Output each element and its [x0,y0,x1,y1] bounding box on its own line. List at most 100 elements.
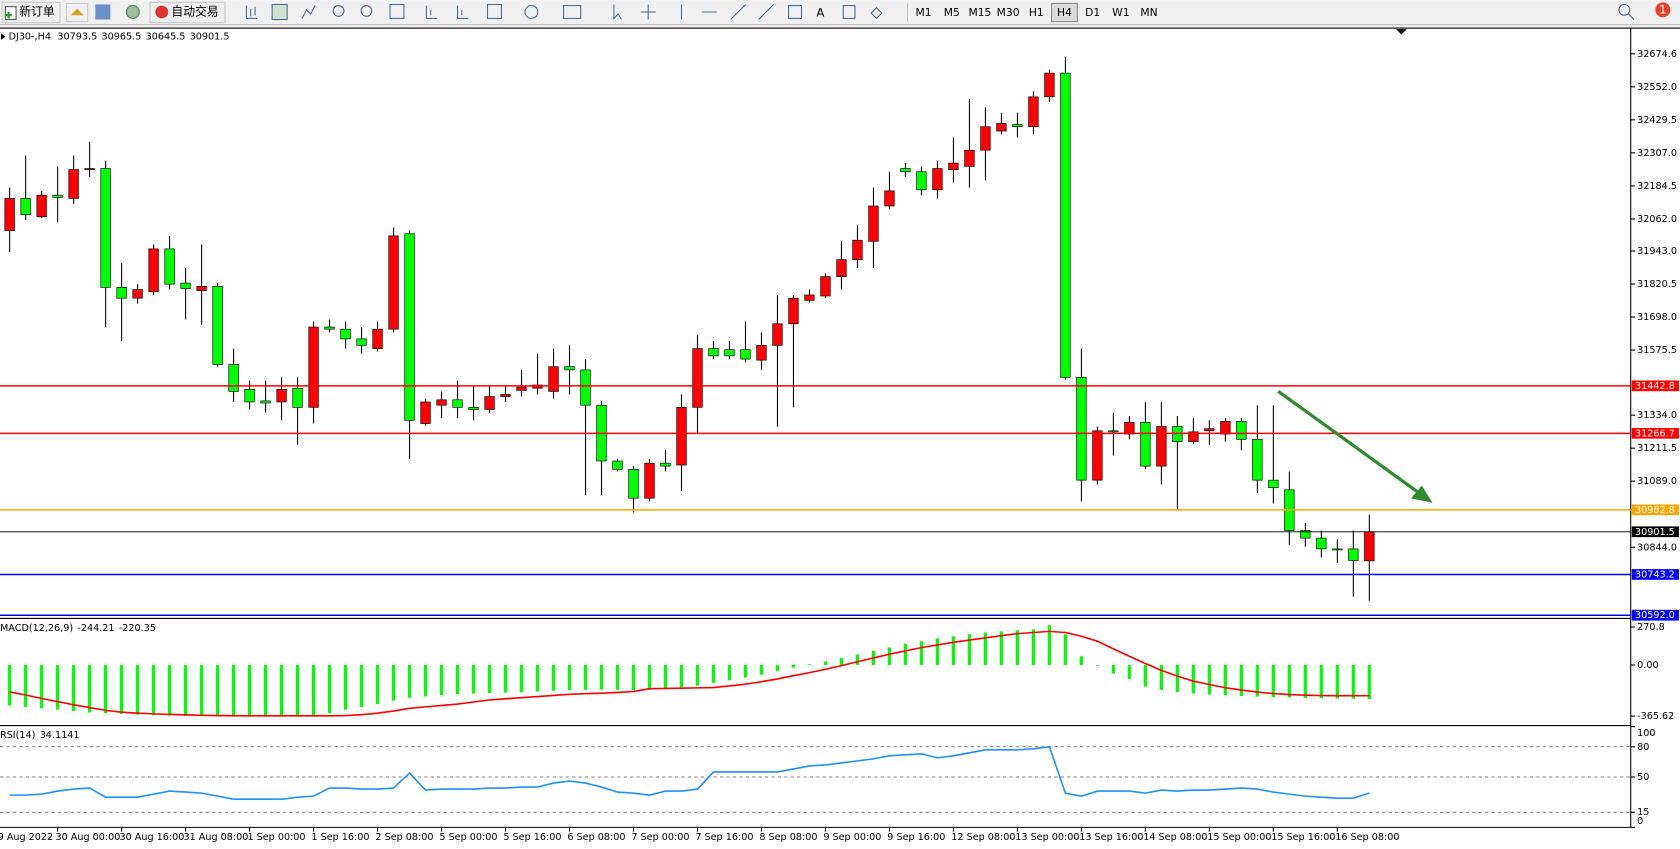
macd-bar [407,664,412,698]
tool-button[interactable] [95,4,111,20]
icon[interactable] [245,5,258,19]
candle-body [1108,430,1119,433]
candle-body [116,287,127,299]
candle-body [292,387,303,408]
timeframe-button[interactable]: D1 [1085,6,1100,19]
icon[interactable] [613,4,802,20]
candle-body [548,366,559,392]
candle-body [404,233,415,421]
macd-bar [327,664,332,714]
icon[interactable] [271,3,288,21]
new-order-button[interactable]: 新订单 [1,1,61,24]
candle-body [484,396,495,410]
level-label: 31442.8 [1635,381,1675,392]
candle-body [564,366,575,371]
macd-bar [727,664,732,681]
level-label-bg [1631,609,1679,621]
candle-body [740,349,751,360]
x-tick-label: 31 Aug 08:00 [183,832,248,843]
candle-body [964,149,975,167]
arrow-shaft[interactable] [1277,389,1422,496]
macd-bar [919,641,924,665]
y-tick-label: 80 [1637,742,1649,753]
button-frame[interactable] [1,1,61,24]
candle-body [884,190,895,207]
level-label: 31266.7 [1635,428,1675,439]
tool-button[interactable] [125,5,140,19]
timeframe-button[interactable]: M5 [944,6,960,19]
chart-header: DJ30-,H4 30793.5 30965.5 30645.5 30901.5 [9,32,230,43]
x-tick-label: 15 Sep 16:00 [1271,832,1335,843]
icon[interactable] [870,3,1635,20]
macd-bar [439,664,444,695]
macd-bar [471,664,476,694]
macd-bar [1095,664,1100,666]
candle-body [836,259,847,277]
macd-bar [1271,664,1275,698]
x-tick-label: 13 Sep 00:00 [1015,832,1079,843]
timeframe-button[interactable]: M1 [916,6,932,19]
trend-arrow[interactable] [1277,389,1433,503]
icon[interactable] [425,5,469,19]
timeframe-button[interactable]: H4 [1057,6,1072,19]
icon-text[interactable]: A [816,6,824,20]
timeframe-button[interactable]: M15 [968,6,991,19]
button-label[interactable]: 自动交易 [171,5,218,19]
chart-tools[interactable]: A [245,3,1635,21]
notification-badge[interactable] [1655,2,1671,18]
icon[interactable] [301,5,316,19]
button-label[interactable]: 新订单 [19,5,55,19]
indicator-name: MACD(12,26,9) [0,623,73,634]
icon[interactable] [360,5,373,17]
icon[interactable] [524,5,539,19]
arrow-head[interactable] [1411,485,1433,503]
candle-body [676,407,687,466]
macd-bar [1207,664,1211,695]
auto-trading-button[interactable]: 自动交易 [149,1,226,24]
candle-body [1028,96,1039,128]
candle-body [68,169,79,199]
timeframe-button[interactable]: MN [1140,6,1157,19]
active-timeframe[interactable] [1051,2,1078,23]
rsi-value: 34.1141 [40,730,80,741]
macd-bar [1335,664,1339,699]
icon[interactable] [389,3,405,19]
macd-bar [1287,664,1291,698]
candle-body [196,285,207,291]
candle-body [1188,431,1199,442]
macd-bar [120,664,124,714]
x-tick-label: 7 Sep 00:00 [631,832,689,843]
bid-label: 30901.5 [1635,527,1675,538]
level-label: 30982.8 [1635,505,1675,516]
icon[interactable] [842,5,856,19]
icon[interactable] [332,5,345,17]
macd-bar [375,664,380,705]
candle-body [1156,426,1167,467]
candle-body [612,460,623,470]
macd-bar [935,638,940,665]
shift-marker[interactable] [1396,29,1407,35]
icon[interactable] [563,5,582,19]
icon [4,6,17,21]
y-tick-label: 100 [1637,728,1655,739]
candle-body [820,276,831,297]
macd-bar [1175,664,1179,692]
macd-bar [391,664,396,701]
macd-bar [487,664,492,693]
y-tick-label: 32184.5 [1637,181,1677,192]
x-tick-label: 30 Aug 16:00 [119,832,184,843]
timeframe-button[interactable]: W1 [1112,6,1129,19]
button-frame[interactable] [149,1,226,24]
candle-body [580,369,591,406]
icon[interactable] [486,3,502,19]
timeframe-button[interactable]: M30 [997,6,1020,19]
toolbar-bg [0,0,1680,25]
icon [70,8,84,16]
open-value: 30793.5 [57,32,97,43]
macd-bar [951,636,956,665]
macd-bar [823,661,828,665]
timeframe-button[interactable]: H1 [1029,6,1044,19]
symbol: DJ30-,H4 [9,32,51,43]
y-tick-label: 31211.5 [1637,443,1677,454]
signal-value: -220.35 [119,623,156,634]
